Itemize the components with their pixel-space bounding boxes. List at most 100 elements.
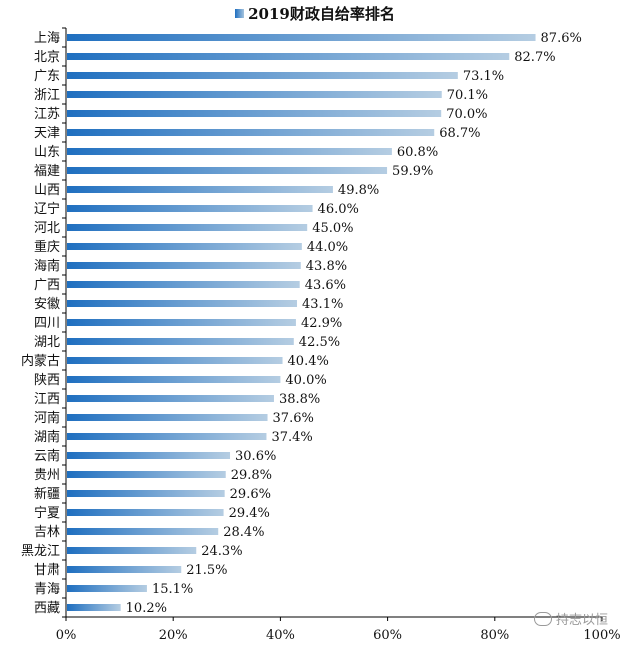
data-label: 82.7%	[514, 50, 555, 65]
chat-bubble-icon	[533, 611, 552, 626]
bar-22	[67, 433, 267, 440]
category-label: 重庆	[34, 239, 60, 255]
bar-25	[67, 490, 225, 497]
category-label: 吉林	[34, 525, 60, 540]
data-label: 46.0%	[318, 202, 359, 217]
category-label: 浙江	[34, 88, 60, 103]
category-label: 湖北	[34, 335, 60, 350]
x-tick-label: 100%	[583, 628, 620, 643]
bar-10	[67, 205, 313, 212]
data-label: 37.4%	[271, 430, 312, 445]
category-label: 贵州	[34, 468, 60, 483]
category-label: 西藏	[34, 601, 60, 616]
data-label: 59.9%	[392, 164, 433, 179]
data-label: 40.4%	[288, 354, 329, 369]
data-label: 10.2%	[126, 601, 167, 616]
bar-30	[67, 585, 147, 592]
bar-27	[67, 528, 219, 535]
bar-9	[67, 186, 333, 193]
data-label: 43.8%	[306, 259, 347, 274]
data-label: 73.1%	[463, 69, 504, 84]
category-label: 黑龙江	[21, 544, 60, 559]
category-label: 海南	[34, 258, 60, 274]
bar-13	[67, 262, 301, 269]
data-label: 40.0%	[285, 373, 326, 388]
data-label: 60.8%	[397, 145, 438, 160]
bar-23	[67, 452, 231, 459]
bar-1	[67, 34, 536, 41]
bar-8	[67, 167, 388, 174]
data-label: 43.1%	[302, 297, 343, 312]
bar-12	[67, 243, 302, 250]
watermark-text: 持志以恒	[555, 613, 608, 628]
chart-header: 2019财政自给率排名	[0, 0, 630, 26]
bar-2	[67, 53, 510, 60]
bar-5	[67, 110, 442, 117]
category-label: 江西	[34, 392, 60, 407]
bar-17	[67, 338, 294, 345]
bar-7	[67, 148, 392, 155]
data-label: 29.8%	[231, 468, 272, 483]
category-label: 四川	[34, 316, 60, 331]
category-label: 内蒙古	[21, 353, 60, 369]
watermark: 持志以恒	[533, 609, 608, 628]
data-label: 70.1%	[447, 88, 488, 103]
bar-20	[67, 395, 274, 402]
x-tick-label: 40%	[266, 628, 295, 643]
category-label: 河北	[34, 221, 60, 236]
category-label: 上海	[34, 31, 60, 46]
category-label: 河南	[34, 410, 60, 426]
category-label: 山西	[34, 183, 60, 198]
bar-16	[67, 319, 296, 326]
bar-19	[67, 376, 281, 383]
bar-15	[67, 300, 298, 307]
category-label: 北京	[34, 50, 60, 65]
category-label: 辽宁	[34, 201, 60, 217]
bar-14	[67, 281, 300, 288]
bar-24	[67, 471, 226, 478]
data-label: 87.6%	[541, 31, 582, 46]
data-label: 44.0%	[307, 240, 348, 255]
category-label: 广东	[34, 69, 60, 84]
data-label: 43.6%	[305, 278, 346, 293]
data-label: 70.0%	[446, 107, 487, 122]
bar-28	[67, 547, 197, 554]
category-label: 安徽	[34, 297, 60, 312]
data-label: 42.9%	[301, 316, 342, 331]
category-label: 天津	[34, 126, 60, 141]
bar-29	[67, 566, 182, 573]
category-label: 甘肃	[34, 563, 60, 578]
bar-21	[67, 414, 268, 421]
axes-group: 0% 20% 40% 60% 80% 100%	[56, 27, 621, 643]
bars-group: 上海 87.6% 北京 82.7% 广东 73.1% 浙江 70.1% 江苏 70.0% 天津 68.…	[21, 31, 582, 616]
category-label: 青海	[34, 582, 60, 597]
category-label: 宁夏	[34, 505, 60, 521]
bar-6	[67, 129, 435, 136]
category-label: 新疆	[34, 486, 60, 502]
category-label: 福建	[34, 164, 60, 179]
data-label: 45.0%	[312, 221, 353, 236]
category-label: 山东	[34, 145, 60, 160]
data-label: 29.4%	[229, 506, 270, 521]
bar-3	[67, 72, 458, 79]
x-tick-label: 20%	[159, 628, 188, 643]
data-label: 37.6%	[273, 411, 314, 426]
legend-swatch	[235, 8, 245, 18]
x-tick-label: 80%	[480, 628, 509, 643]
category-label: 江苏	[34, 106, 60, 122]
data-label: 68.7%	[439, 126, 480, 141]
data-label: 28.4%	[223, 525, 264, 540]
category-label: 广西	[34, 278, 60, 293]
bar-11	[67, 224, 308, 231]
bar-26	[67, 509, 224, 516]
chart-title: 2019财政自给率排名	[248, 4, 395, 23]
category-label: 云南	[34, 448, 60, 464]
bar-4	[67, 91, 442, 98]
bar-31	[67, 604, 121, 611]
bar-18	[67, 357, 283, 364]
data-label: 38.8%	[279, 392, 320, 407]
data-label: 21.5%	[186, 563, 227, 578]
data-label: 30.6%	[235, 449, 276, 464]
x-tick-label: 60%	[373, 628, 402, 643]
